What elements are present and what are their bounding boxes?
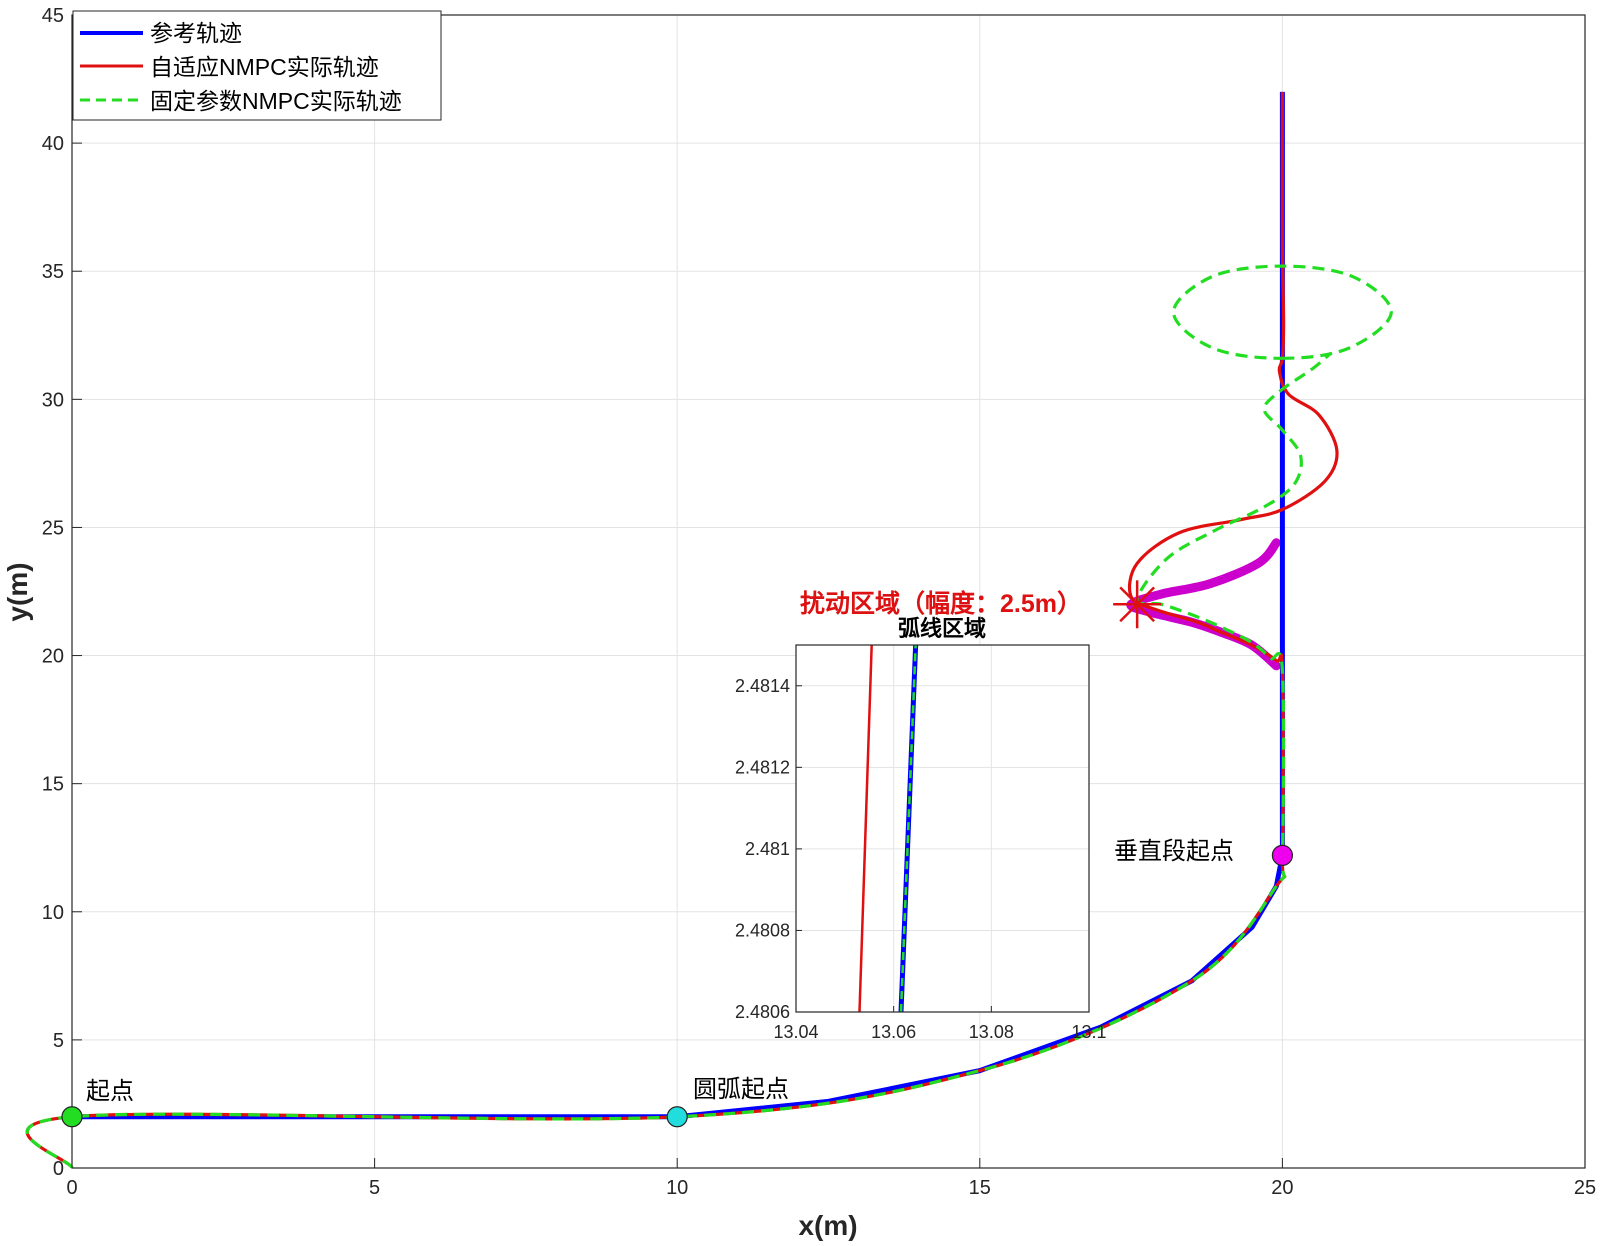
y-tick-label: 40	[42, 133, 64, 155]
main-x-ticks: 0 5 10 15 20 25	[66, 1158, 1596, 1199]
y-tick-label: 35	[42, 261, 64, 283]
inset-y-ticks: 2.4806 2.4808 2.481 2.4812 2.4814	[735, 676, 802, 1022]
legend-label-adaptive: 自适应NMPC实际轨迹	[150, 54, 379, 80]
disturbance-label: 扰动区域（幅度：2.5m）	[800, 589, 1082, 618]
inset-series	[858, 644, 919, 1013]
inset-frame	[795, 644, 1090, 1013]
inset-y-tick-label: 2.4812	[735, 757, 790, 777]
inset-series-fixed	[899, 644, 917, 1013]
main-plot-frame	[71, 14, 1586, 1169]
inset-y-tick-label: 2.481	[745, 839, 790, 859]
arc-start-label: 圆弧起点	[693, 1076, 789, 1103]
inset-series-adaptive	[858, 644, 873, 1013]
inset-title: 弧线区域	[898, 616, 986, 641]
y-tick-label: 45	[42, 5, 64, 27]
inset-y-tick-label: 2.4808	[735, 920, 790, 940]
vertical-start-label: 垂直段起点	[1114, 838, 1234, 865]
main-series	[25, 91, 1393, 1169]
inset-x-tick-label: 13.04	[773, 1022, 818, 1042]
inset-grid	[796, 645, 1089, 1012]
x-tick-label: 10	[666, 1177, 688, 1199]
inset-x-tick-label: 13.06	[871, 1022, 916, 1042]
inset-x-ticks: 13.04 13.06 13.08 13.1	[773, 1006, 1107, 1042]
y-tick-label: 30	[42, 389, 64, 411]
y-tick-label: 0	[53, 1158, 64, 1180]
y-axis-label: y(m)	[2, 562, 33, 621]
x-tick-label: 0	[66, 1177, 77, 1199]
inset-x-tick-label: 13.1	[1071, 1022, 1106, 1042]
inset-y-tick-label: 2.4806	[735, 1002, 790, 1022]
inset-y-tick-label: 2.4814	[735, 676, 790, 696]
legend: 参考轨迹 自适应NMPC实际轨迹 固定参数NMPC实际轨迹	[72, 10, 442, 121]
disturbance-star-marker	[1113, 580, 1162, 629]
start-point-label: 起点	[86, 1078, 134, 1105]
x-axis-label: x(m)	[798, 1210, 857, 1241]
markers	[61, 844, 1294, 1128]
main-y-ticks: 0 5 10 15 20 25 30 35 40 45	[42, 5, 82, 1180]
arc-start-marker	[666, 1106, 688, 1128]
x-tick-label: 20	[1271, 1177, 1293, 1199]
y-tick-label: 25	[42, 517, 64, 539]
series-fixed	[25, 351, 1332, 1169]
legend-label-fixed: 固定参数NMPC实际轨迹	[150, 88, 402, 114]
x-tick-label: 25	[1574, 1177, 1596, 1199]
inset-zoom: 13.04 13.06 13.08 13.1 2.48062.48082.4812.4…	[735, 616, 1107, 1042]
inset-background	[796, 645, 1089, 1012]
y-tick-label: 10	[42, 902, 64, 924]
series-fixed-loop	[1171, 264, 1393, 360]
series-reference	[72, 91, 1285, 1120]
vertical-start-marker	[1271, 844, 1294, 867]
disturbance-star-ray	[1119, 586, 1156, 623]
y-tick-label: 5	[53, 1030, 64, 1052]
start-point-marker	[61, 1106, 83, 1128]
x-tick-label: 15	[969, 1177, 991, 1199]
y-tick-label: 15	[42, 774, 64, 796]
y-tick-label: 20	[42, 646, 64, 668]
legend-label-reference: 参考轨迹	[150, 20, 242, 46]
x-tick-label: 5	[369, 1177, 380, 1199]
inset-x-tick-label: 13.08	[969, 1022, 1014, 1042]
